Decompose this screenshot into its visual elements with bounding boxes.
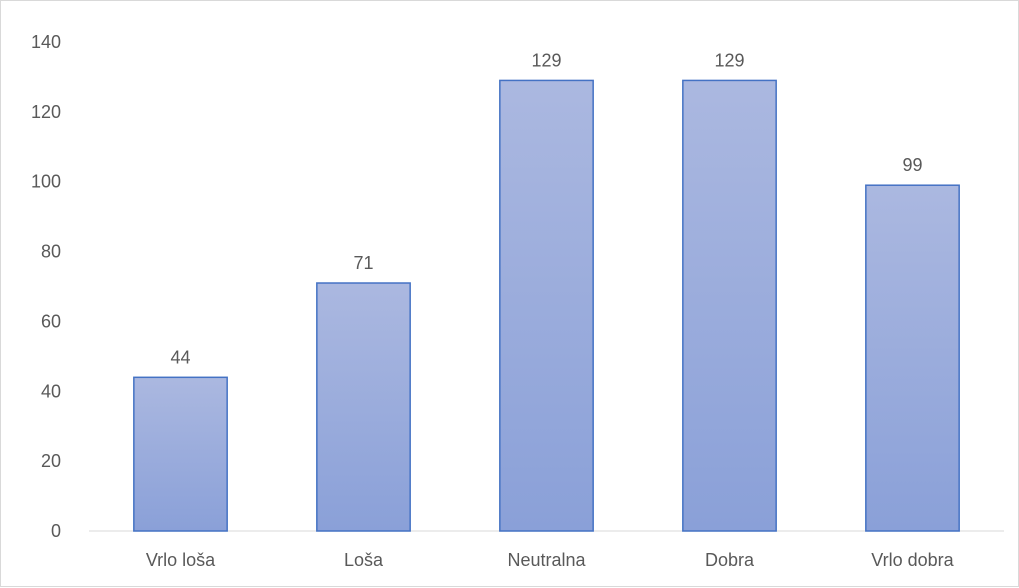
y-tick-label: 40 [41, 381, 61, 401]
y-tick-label: 80 [41, 242, 61, 262]
bar-data-label: 129 [714, 50, 744, 70]
y-tick-label: 120 [31, 102, 61, 122]
bar [682, 79, 777, 532]
x-category-label: Vrlo dobra [871, 550, 954, 570]
bar [133, 376, 228, 532]
y-tick-label: 20 [41, 451, 61, 471]
x-category-label: Vrlo loša [146, 550, 216, 570]
y-tick-label: 140 [31, 32, 61, 52]
bar-series [133, 79, 960, 532]
x-category-label: Loša [344, 550, 384, 570]
x-axis-category-labels: Vrlo loša Loša Neutralna Dobra Vrlo dobra [146, 550, 955, 570]
x-category-label: Dobra [705, 550, 755, 570]
bar [499, 79, 594, 532]
bar-data-label: 71 [353, 253, 373, 273]
bar [316, 282, 411, 532]
data-labels: 44 71 129 129 99 [170, 50, 922, 367]
bar-data-label: 129 [531, 50, 561, 70]
y-axis-tick-labels: 0 20 40 60 80 100 120 140 [31, 32, 61, 541]
bar-data-label: 44 [170, 347, 190, 367]
bar [865, 184, 960, 532]
y-tick-label: 60 [41, 311, 61, 331]
y-tick-label: 0 [51, 521, 61, 541]
y-tick-label: 100 [31, 172, 61, 192]
x-category-label: Neutralna [507, 550, 586, 570]
bar-data-label: 99 [902, 155, 922, 175]
